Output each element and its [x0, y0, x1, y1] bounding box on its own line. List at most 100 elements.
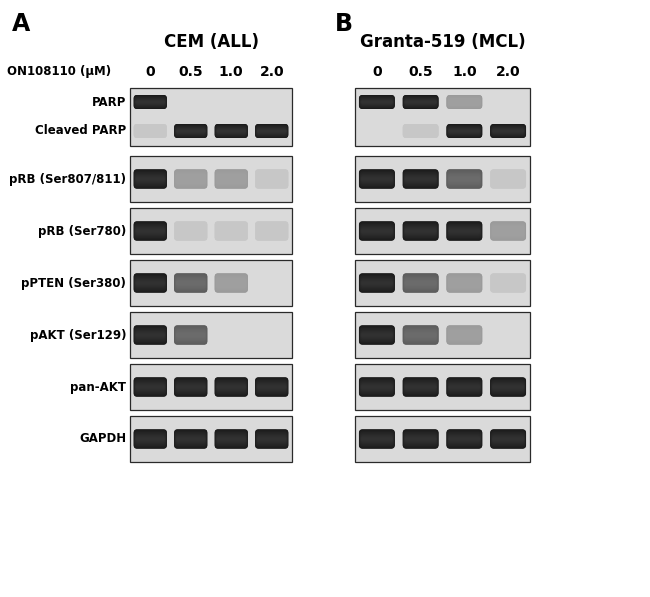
FancyBboxPatch shape	[134, 430, 166, 448]
FancyBboxPatch shape	[403, 170, 438, 188]
FancyBboxPatch shape	[135, 229, 165, 233]
FancyBboxPatch shape	[404, 223, 438, 239]
FancyBboxPatch shape	[360, 97, 394, 107]
FancyBboxPatch shape	[135, 384, 165, 390]
FancyBboxPatch shape	[361, 386, 393, 389]
FancyBboxPatch shape	[447, 170, 482, 189]
FancyBboxPatch shape	[215, 171, 247, 187]
FancyBboxPatch shape	[491, 128, 525, 134]
FancyBboxPatch shape	[215, 170, 248, 188]
FancyBboxPatch shape	[447, 223, 482, 239]
FancyBboxPatch shape	[176, 278, 206, 288]
FancyBboxPatch shape	[359, 325, 395, 344]
FancyBboxPatch shape	[134, 221, 166, 241]
FancyBboxPatch shape	[216, 176, 246, 183]
FancyBboxPatch shape	[492, 177, 524, 181]
FancyBboxPatch shape	[216, 229, 246, 232]
FancyBboxPatch shape	[403, 325, 438, 344]
FancyBboxPatch shape	[448, 173, 481, 184]
FancyBboxPatch shape	[360, 330, 394, 341]
FancyBboxPatch shape	[361, 279, 393, 287]
FancyBboxPatch shape	[256, 126, 287, 136]
FancyBboxPatch shape	[176, 385, 205, 389]
FancyBboxPatch shape	[135, 331, 166, 339]
FancyBboxPatch shape	[216, 128, 246, 134]
FancyBboxPatch shape	[360, 97, 394, 107]
FancyBboxPatch shape	[448, 130, 480, 132]
FancyBboxPatch shape	[404, 175, 437, 183]
FancyBboxPatch shape	[448, 100, 480, 104]
FancyBboxPatch shape	[359, 326, 395, 344]
FancyBboxPatch shape	[448, 381, 481, 393]
FancyBboxPatch shape	[404, 225, 437, 236]
FancyBboxPatch shape	[359, 325, 395, 344]
FancyBboxPatch shape	[257, 385, 287, 389]
FancyBboxPatch shape	[174, 429, 207, 448]
FancyBboxPatch shape	[216, 127, 247, 134]
FancyBboxPatch shape	[176, 226, 206, 236]
FancyBboxPatch shape	[361, 436, 393, 442]
FancyBboxPatch shape	[447, 378, 482, 395]
FancyBboxPatch shape	[176, 333, 205, 337]
Text: 0.5: 0.5	[408, 65, 433, 79]
FancyBboxPatch shape	[447, 223, 482, 239]
FancyBboxPatch shape	[359, 223, 395, 239]
FancyBboxPatch shape	[447, 379, 482, 395]
FancyBboxPatch shape	[403, 223, 438, 239]
FancyBboxPatch shape	[135, 276, 166, 290]
FancyBboxPatch shape	[135, 280, 165, 286]
FancyBboxPatch shape	[492, 176, 525, 182]
FancyBboxPatch shape	[447, 97, 482, 107]
FancyBboxPatch shape	[134, 170, 166, 189]
FancyBboxPatch shape	[404, 380, 437, 393]
FancyBboxPatch shape	[176, 331, 206, 339]
FancyBboxPatch shape	[448, 175, 481, 183]
FancyBboxPatch shape	[405, 229, 437, 233]
FancyBboxPatch shape	[361, 229, 393, 233]
FancyBboxPatch shape	[216, 279, 246, 287]
FancyBboxPatch shape	[360, 380, 394, 393]
FancyBboxPatch shape	[216, 281, 246, 285]
Bar	[130, 312, 292, 358]
FancyBboxPatch shape	[135, 99, 166, 105]
FancyBboxPatch shape	[447, 327, 482, 343]
FancyBboxPatch shape	[404, 435, 437, 443]
FancyBboxPatch shape	[175, 125, 207, 137]
FancyBboxPatch shape	[447, 433, 481, 445]
FancyBboxPatch shape	[403, 171, 438, 187]
FancyBboxPatch shape	[175, 431, 207, 447]
FancyBboxPatch shape	[135, 176, 165, 182]
FancyBboxPatch shape	[174, 170, 207, 189]
FancyBboxPatch shape	[257, 384, 287, 390]
FancyBboxPatch shape	[256, 434, 287, 444]
FancyBboxPatch shape	[491, 174, 525, 184]
FancyBboxPatch shape	[256, 224, 287, 238]
FancyBboxPatch shape	[135, 98, 166, 106]
FancyBboxPatch shape	[360, 380, 394, 394]
FancyBboxPatch shape	[135, 225, 166, 236]
FancyBboxPatch shape	[256, 174, 287, 184]
FancyBboxPatch shape	[404, 224, 437, 238]
FancyBboxPatch shape	[359, 223, 394, 239]
FancyBboxPatch shape	[403, 429, 439, 449]
FancyBboxPatch shape	[175, 276, 207, 290]
FancyBboxPatch shape	[256, 433, 287, 445]
FancyBboxPatch shape	[216, 174, 247, 184]
FancyBboxPatch shape	[403, 170, 438, 189]
FancyBboxPatch shape	[176, 384, 206, 390]
FancyBboxPatch shape	[447, 96, 482, 108]
FancyBboxPatch shape	[404, 328, 437, 342]
FancyBboxPatch shape	[404, 127, 437, 135]
FancyBboxPatch shape	[491, 223, 525, 239]
FancyBboxPatch shape	[216, 129, 246, 133]
Text: 0: 0	[372, 65, 382, 79]
FancyBboxPatch shape	[134, 170, 166, 188]
FancyBboxPatch shape	[447, 95, 482, 109]
FancyBboxPatch shape	[361, 177, 393, 180]
FancyBboxPatch shape	[135, 127, 166, 136]
FancyBboxPatch shape	[255, 223, 288, 239]
FancyBboxPatch shape	[447, 326, 482, 344]
Bar	[130, 208, 292, 254]
FancyBboxPatch shape	[255, 377, 288, 396]
FancyBboxPatch shape	[175, 275, 207, 291]
